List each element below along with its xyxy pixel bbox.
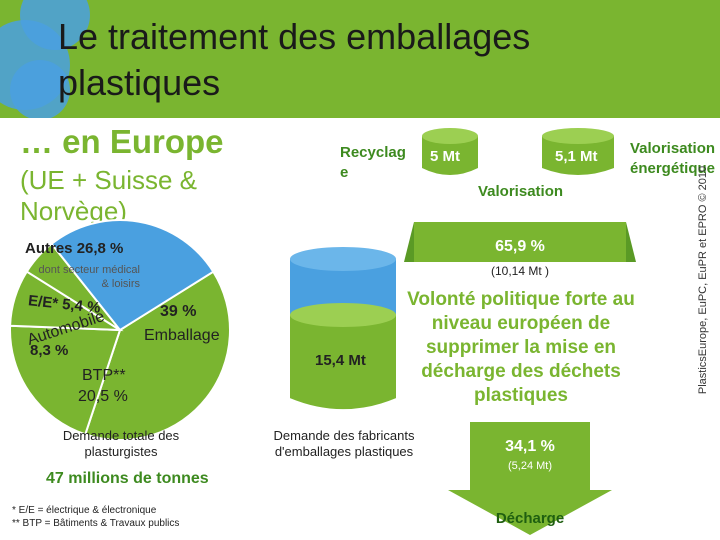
pie-chart: [9, 219, 231, 441]
footnote-btp: ** BTP = Bâtiments & Travaux publics: [12, 518, 180, 529]
drum-energetique: [542, 136, 614, 175]
pie-slice-btp: [9, 324, 122, 436]
valorisation-label: Valorisation: [478, 183, 564, 200]
recyclage-label: Recyclage: [340, 144, 406, 181]
auto-value: 8,3 %: [30, 342, 69, 359]
page-title: Le traitement des emballages plastiques: [58, 16, 531, 103]
valorisation-pct: 65,9 %: [495, 238, 545, 255]
pie-total: 47 millions de tonnes: [46, 470, 209, 487]
emballage-value: 39 %: [160, 303, 197, 320]
source-credit: PlasticsEurope, EuPC, EuPR et EPRO © 201…: [697, 165, 709, 395]
bar-15-4-mt: [290, 315, 396, 410]
autres-label: Autres 26,8 %: [25, 240, 124, 257]
bar-value-label: 15,4 Mt: [315, 352, 366, 369]
drum-recyclage: [422, 136, 478, 175]
decharge-arrow-shape: [448, 422, 612, 535]
footnote-ee: * E/E = électrique & électronique: [12, 505, 157, 516]
btp-value: 20,5 %: [78, 388, 128, 405]
valorisation-amount: (10,14 Mt ): [490, 264, 550, 278]
policy-message: Volonté politique forte au niveau europé…: [407, 289, 635, 406]
subtitle-region: (UE + Suisse & Norvège): [20, 165, 198, 225]
recyclage-value: 5 Mt: [430, 148, 460, 165]
arrow-left-valor: [404, 222, 414, 262]
pie-slice-autres: [50, 219, 215, 332]
cylinder-bar: [290, 247, 396, 410]
decor-blob: [10, 60, 70, 118]
title-banner: [0, 0, 720, 118]
decharge-amount: (5,24 Mt): [507, 460, 552, 472]
drum-recyclage-top: [422, 128, 478, 144]
subtitle-europe: … en Europe: [20, 123, 224, 160]
arrow-right-valor: [626, 222, 636, 262]
energetique-label: Valorisation énergétique: [630, 140, 716, 177]
decharge-label: Décharge: [495, 510, 565, 527]
decharge-arrow: [448, 422, 612, 535]
pie-title: Demande totale des plasturgistes: [62, 428, 180, 459]
decharge-pct: 34,1 %: [505, 438, 555, 455]
bar-category-label: Demande des fabricants d'emballages plas…: [273, 428, 415, 459]
drum-energetique-top: [542, 128, 614, 144]
autres-note: dont secteur médical & loisirs: [38, 264, 141, 290]
cylinder-top-cap: [290, 247, 396, 271]
cylinder-mid-cap: [290, 303, 396, 327]
pie-slice-emballage: [84, 270, 231, 441]
btp-name: BTP**: [82, 367, 126, 384]
valorisation-band: [404, 128, 636, 262]
valorisation-bar: [414, 222, 626, 262]
emballage-name: Emballage: [144, 327, 220, 344]
energetique-value: 5,1 Mt: [555, 148, 598, 165]
